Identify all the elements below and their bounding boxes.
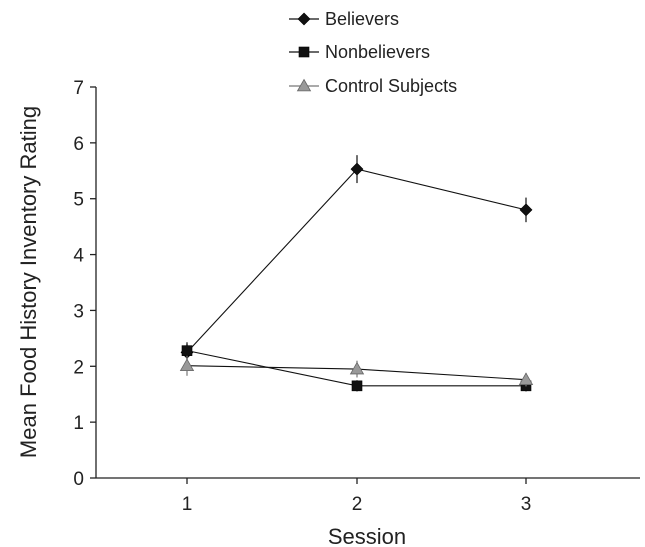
series-line <box>186 168 527 353</box>
y-tick-label: 7 <box>73 78 84 99</box>
series-believers <box>180 155 533 361</box>
x-axis-title: Session <box>328 524 406 547</box>
data-point <box>181 345 193 356</box>
y-tick-label: 6 <box>73 134 84 155</box>
legend-label: Control Subjects <box>325 76 457 96</box>
data-point <box>519 203 533 217</box>
legend-marker <box>297 12 311 26</box>
y-tick-label: 4 <box>73 246 84 267</box>
legend-item: Nonbelievers <box>289 42 430 62</box>
y-tick-label: 0 <box>73 469 84 490</box>
y-tick-label: 1 <box>73 413 84 434</box>
legend-marker <box>298 46 310 58</box>
x-tick-label: 2 <box>352 494 363 515</box>
legend: Believers Nonbelievers Control Subjects <box>289 9 457 96</box>
legend-label: Believers <box>325 9 399 29</box>
legend-item: Believers <box>289 9 399 29</box>
data-point <box>179 358 195 372</box>
legend-marker <box>296 78 312 92</box>
legend-item: Control Subjects <box>289 76 457 96</box>
axes: 0 1 2 3 4 5 6 7 1 2 3 <box>73 78 640 515</box>
y-tick-label: 2 <box>73 357 84 378</box>
data-point <box>350 162 364 176</box>
y-tick-label: 3 <box>73 301 84 322</box>
data-point <box>349 361 365 375</box>
y-tick-label: 5 <box>73 190 84 211</box>
x-tick-label: 1 <box>182 494 193 515</box>
series-layer <box>179 155 534 392</box>
y-axis-title: Mean Food History Inventory Rating <box>16 106 41 458</box>
series-control-subjects <box>179 355 534 387</box>
x-tick-label: 3 <box>521 494 532 515</box>
data-point <box>351 380 363 392</box>
data-point <box>518 372 534 385</box>
legend-label: Nonbelievers <box>325 42 430 62</box>
